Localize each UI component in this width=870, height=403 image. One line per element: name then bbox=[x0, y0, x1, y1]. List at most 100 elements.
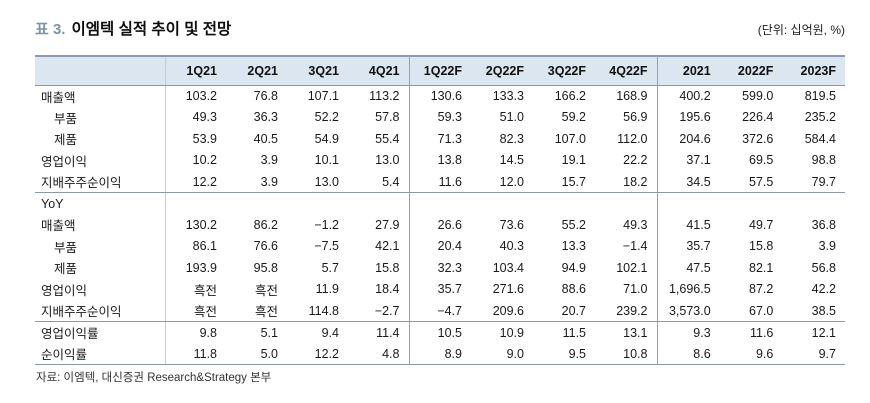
cell: 86.1 bbox=[164, 235, 226, 257]
cell: 3.9 bbox=[818, 239, 836, 254]
cell: 10.1 bbox=[314, 153, 339, 168]
cell: 11.6 bbox=[749, 325, 774, 340]
table-row: 지배주주순이익 12.2 3.9 13.0 5.4 11.6 12.0 15.7 18.2 34.… bbox=[35, 171, 845, 193]
cell: 95.8 bbox=[253, 260, 278, 275]
cell: 36.8 bbox=[811, 217, 836, 232]
cell: 47.5 bbox=[656, 257, 720, 279]
financial-table: 1Q21 2Q21 3Q21 4Q21 1Q22F 2Q22F 3Q22F 4Q… bbox=[35, 55, 845, 365]
row-label: YoY bbox=[41, 196, 64, 211]
row-label: 제품 bbox=[54, 133, 78, 148]
cell: 9.0 bbox=[471, 343, 533, 365]
cell: 239.2 bbox=[595, 300, 657, 322]
cell: 226.4 bbox=[742, 110, 774, 125]
row-label: 매출액 bbox=[41, 219, 76, 234]
cell: 3,573.0 bbox=[656, 300, 720, 322]
cell: 56.8 bbox=[811, 260, 836, 275]
cell: 15.8 bbox=[749, 239, 774, 254]
cell: 584.4 bbox=[804, 131, 836, 146]
cell: 12.0 bbox=[471, 171, 533, 193]
cell: 10.5 bbox=[408, 321, 471, 343]
cell: 56.9 bbox=[623, 110, 648, 125]
cell: 20.7 bbox=[533, 300, 595, 322]
cell: 107.1 bbox=[307, 89, 339, 103]
cell: 5.0 bbox=[226, 343, 287, 365]
cell: 11.4 bbox=[376, 325, 400, 340]
cell: 113.2 bbox=[369, 89, 400, 103]
cell: 12.2 bbox=[164, 171, 226, 193]
cell: 54.9 bbox=[314, 131, 339, 146]
row-label: 영업이익 bbox=[41, 154, 88, 169]
table-row: 영업이익률 9.8 5.1 9.4 11.4 10.5 10.9 11.5 13.1 9.3 11.… bbox=[35, 321, 845, 343]
cell: 59.2 bbox=[561, 110, 586, 125]
cell bbox=[656, 192, 720, 214]
cell: 14.5 bbox=[499, 153, 524, 168]
row-label: 영업이익 bbox=[41, 283, 88, 298]
cell: 193.9 bbox=[164, 257, 226, 279]
table-body: 매출액 103.2 76.8 107.1 113.2 130.6 133.3 166.2 168… bbox=[35, 85, 845, 365]
cell: 49.7 bbox=[749, 217, 774, 232]
cell: 11.6 bbox=[408, 171, 471, 193]
cell: 73.6 bbox=[499, 217, 524, 232]
cell: 37.1 bbox=[656, 149, 720, 171]
column-header: 3Q22F bbox=[533, 55, 595, 86]
cell: 79.7 bbox=[782, 171, 845, 193]
row-label: 매출액 bbox=[41, 90, 76, 105]
table-title: 이엠텍 실적 추이 및 전망 bbox=[71, 21, 232, 38]
cell: 71.3 bbox=[408, 128, 471, 150]
cell: 51.0 bbox=[499, 110, 524, 125]
cell: 15.8 bbox=[375, 260, 400, 275]
cell: 52.2 bbox=[314, 110, 339, 125]
cell: 26.6 bbox=[408, 214, 471, 236]
cell: 88.6 bbox=[561, 282, 586, 297]
cell bbox=[782, 193, 845, 215]
cell: 9.3 bbox=[656, 321, 720, 343]
cell: 흑전 bbox=[164, 278, 226, 300]
cell: 12.1 bbox=[811, 325, 836, 340]
cell: 57.5 bbox=[719, 171, 783, 193]
cell: 9.7 bbox=[782, 343, 845, 365]
column-header: 1Q21 bbox=[164, 55, 226, 86]
cell: 흑전 bbox=[254, 283, 278, 298]
cell: 400.2 bbox=[656, 85, 720, 107]
cell: 112.0 bbox=[617, 131, 648, 146]
cell: 35.7 bbox=[656, 235, 720, 257]
column-header: 4Q22F bbox=[595, 55, 657, 86]
cell: 103.2 bbox=[164, 85, 226, 107]
cell: 11.8 bbox=[164, 343, 226, 365]
cell: 195.6 bbox=[656, 106, 720, 128]
cell: 13.0 bbox=[375, 153, 400, 168]
row-label: 지배주주순이익 bbox=[35, 300, 165, 322]
cell: 82.3 bbox=[499, 131, 524, 146]
cell: 10.8 bbox=[595, 343, 657, 365]
cell: 59.3 bbox=[408, 106, 471, 128]
cell: 204.6 bbox=[656, 128, 720, 150]
column-header bbox=[35, 55, 165, 86]
cell: −7.5 bbox=[314, 239, 339, 254]
cell: 흑전 bbox=[164, 300, 226, 322]
cell bbox=[408, 192, 471, 214]
cell: 9.8 bbox=[164, 321, 226, 343]
cell bbox=[164, 192, 226, 214]
cell bbox=[533, 193, 595, 215]
cell: 5.4 bbox=[348, 171, 409, 193]
cell: 3.9 bbox=[226, 171, 287, 193]
table-row: 매출액 130.2 86.2 −1.2 27.9 26.6 73.6 55.2 49.3 41.5… bbox=[35, 214, 845, 236]
cell: 42.2 bbox=[811, 282, 836, 297]
cell: 18.2 bbox=[595, 171, 657, 193]
cell: −4.7 bbox=[408, 300, 471, 322]
cell: 22.2 bbox=[623, 153, 648, 168]
cell: 133.3 bbox=[492, 89, 524, 103]
cell: 114.8 bbox=[287, 300, 348, 322]
cell: 55.2 bbox=[561, 217, 586, 232]
cell bbox=[471, 193, 533, 215]
cell: 49.3 bbox=[164, 106, 226, 128]
cell bbox=[287, 193, 348, 215]
cell: 흑전 bbox=[226, 300, 287, 322]
table-number-label: 표 3. bbox=[35, 21, 66, 38]
table-row: 제품 193.9 95.8 5.7 15.8 32.3 103.4 94.9 102.1 47.5… bbox=[35, 257, 845, 279]
title-row: 표 3. 이엠텍 실적 추이 및 전망 (단위: 십억원, %) bbox=[35, 17, 845, 39]
table-row: 매출액 103.2 76.8 107.1 113.2 130.6 133.3 166.2 168… bbox=[35, 85, 845, 107]
cell: 107.0 bbox=[554, 131, 586, 146]
cell bbox=[226, 193, 287, 215]
